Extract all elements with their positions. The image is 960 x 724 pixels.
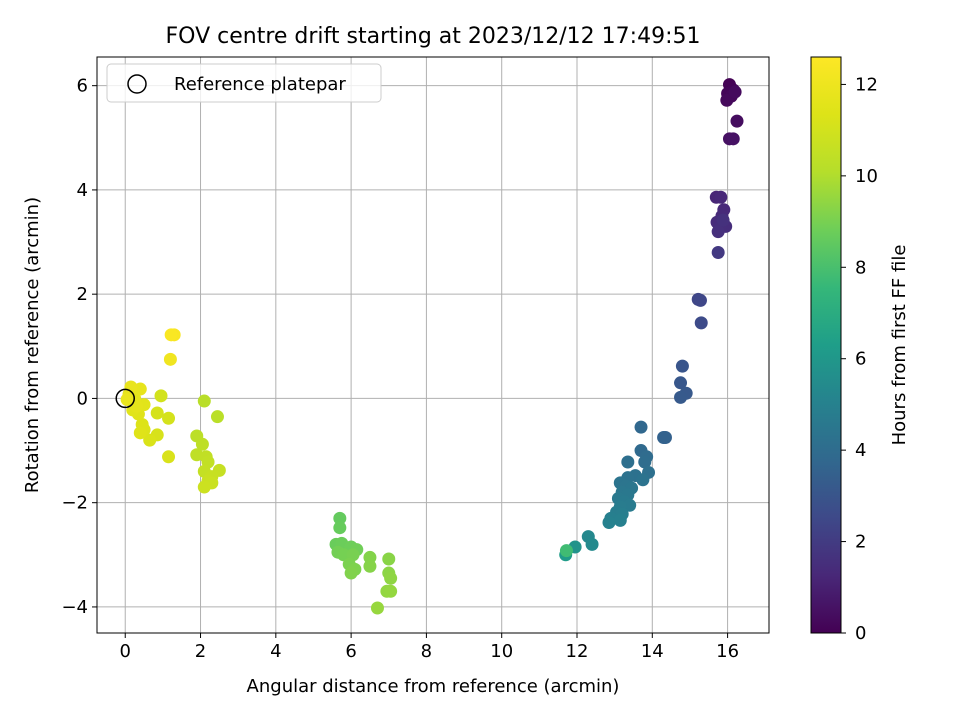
data-point (636, 473, 650, 487)
y-tick-label: 2 (77, 284, 88, 305)
chart-title: FOV centre drift starting at 2023/12/12 … (166, 24, 701, 49)
data-point (602, 515, 616, 529)
data-point (382, 552, 396, 566)
colorbar-tick-label: 0 (855, 623, 866, 644)
colorbar-label: Hours from first FF file (889, 245, 910, 446)
data-point (333, 521, 347, 535)
grid (97, 57, 769, 633)
y-tick-label: 4 (77, 180, 88, 201)
data-point (693, 293, 707, 307)
data-point (162, 411, 176, 425)
legend-box (106, 63, 382, 103)
data-point (154, 389, 168, 403)
data-point (162, 450, 176, 464)
data-point (730, 114, 744, 128)
plot-frame (96, 56, 770, 634)
colorbar-tick-label: 2 (855, 532, 866, 553)
data-point (337, 548, 351, 562)
x-tick-label: 16 (716, 641, 739, 662)
reference-platepar-marker (115, 388, 135, 409)
axes: 0 2 4 6 8 10 12 14 16 −4 −2 0 2 4 6 (61, 76, 739, 662)
colorbar-gradient (810, 56, 842, 634)
data-point (711, 245, 725, 259)
y-tick-label: −4 (61, 597, 88, 618)
data-point (384, 571, 398, 585)
data-point (164, 328, 178, 342)
y-tick-label: −2 (61, 493, 88, 514)
data-point (363, 559, 377, 573)
data-point (621, 455, 635, 469)
data-point (634, 420, 648, 434)
x-tick-label: 2 (195, 641, 206, 662)
y-tick-label: 0 (77, 388, 88, 409)
x-tick-label: 0 (120, 641, 131, 662)
x-tick-label: 4 (270, 641, 281, 662)
data-point (711, 225, 725, 239)
data-point (210, 410, 224, 424)
data-point (657, 431, 671, 445)
data-point (195, 437, 209, 451)
colorbar-ticks: 0 2 4 6 8 10 12 (841, 74, 878, 644)
data-point (716, 213, 730, 227)
colorbar-tick-label: 4 (855, 440, 866, 461)
data-point (384, 584, 398, 598)
data-point (613, 513, 627, 527)
x-tick-label: 12 (566, 641, 589, 662)
legend-label: Reference platepar (174, 74, 346, 95)
data-point (120, 392, 134, 406)
data-point (333, 511, 347, 525)
data-point (559, 544, 573, 558)
data-point (720, 93, 734, 107)
colorbar-tick-label: 10 (855, 166, 878, 187)
data-point (150, 406, 164, 420)
data-point (370, 601, 384, 615)
data-point (197, 394, 211, 408)
legend: Reference platepar (106, 63, 382, 103)
x-tick-label: 6 (345, 641, 356, 662)
x-tick-label: 10 (490, 641, 513, 662)
x-axis-label: Angular distance from reference (arcmin) (247, 676, 620, 697)
data-point (133, 426, 147, 440)
data-point (674, 390, 688, 404)
data-point (675, 359, 689, 373)
data-point (726, 132, 740, 146)
y-tick-label: 6 (77, 76, 88, 97)
data-point (163, 352, 177, 366)
colorbar-tick-label: 12 (855, 74, 878, 95)
x-tick-label: 14 (641, 641, 664, 662)
data-point (674, 376, 688, 390)
colorbar-tick-label: 6 (855, 349, 866, 370)
data-point (585, 537, 599, 551)
data-point (714, 190, 728, 204)
data-point (344, 566, 358, 580)
data-point (197, 480, 211, 494)
data-point (143, 433, 157, 447)
data-point (694, 316, 708, 330)
y-axis-label: Rotation from reference (arcmin) (22, 197, 43, 493)
x-tick-label: 8 (421, 641, 432, 662)
colorbar: 0 2 4 6 8 10 12 Hours from first FF file (810, 56, 910, 644)
data-point (638, 455, 652, 469)
colorbar-tick-label: 8 (855, 257, 866, 278)
legend-marker (127, 74, 147, 94)
scatter-points (115, 78, 744, 615)
data-point (728, 85, 742, 99)
